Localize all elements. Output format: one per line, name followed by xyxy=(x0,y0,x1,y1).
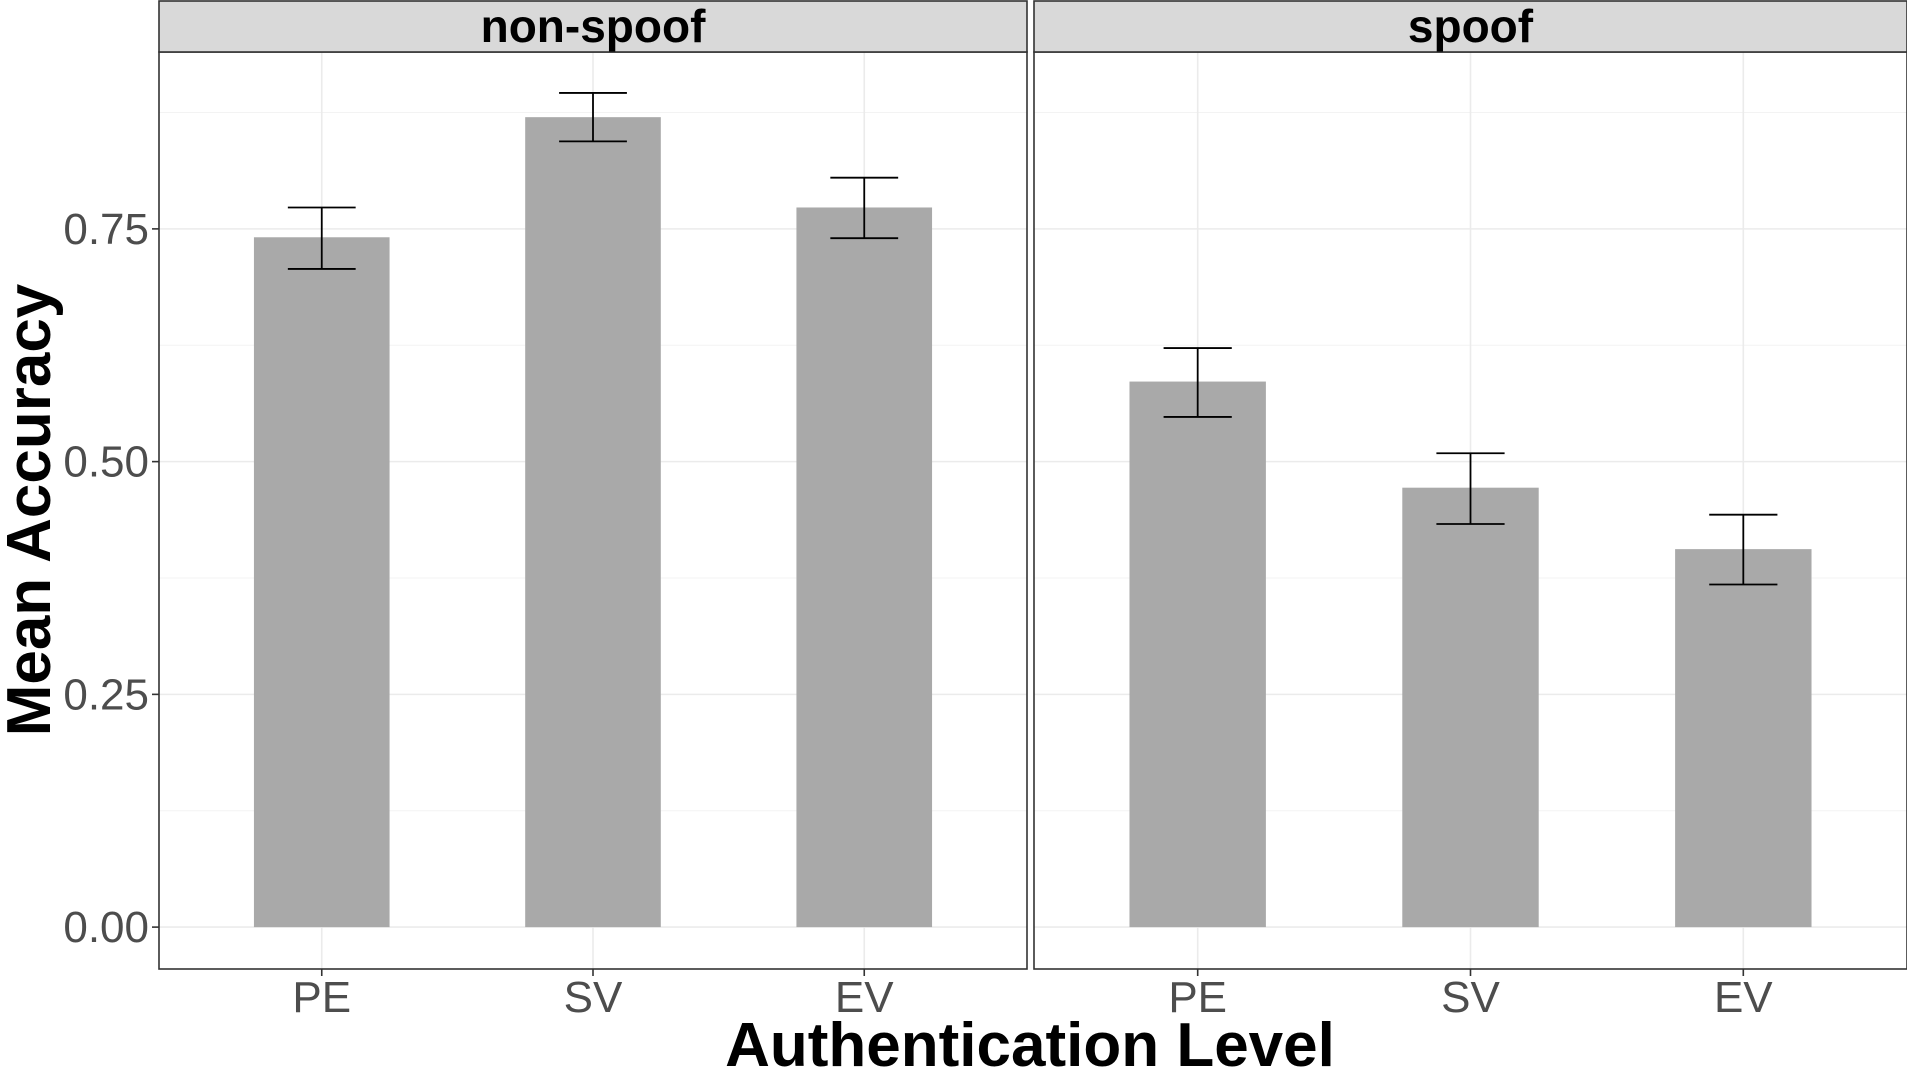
x-tick-label: EV xyxy=(1714,973,1773,1022)
y-tick-label: 0.00 xyxy=(63,903,149,952)
y-tick-label: 0.25 xyxy=(63,670,149,719)
y-tick-label: 0.50 xyxy=(63,438,149,487)
panel-non-spoof: non-spoof PE SV EV xyxy=(158,0,1028,1022)
x-tick-label: PE xyxy=(292,973,351,1022)
bar-spoof-PE xyxy=(1129,381,1266,928)
error-bar-spoof-EV xyxy=(1709,513,1778,586)
error-bar-non-spoof-EV xyxy=(830,176,899,240)
bar-non-spoof-PE xyxy=(253,237,390,928)
facet-strip xyxy=(1033,0,1907,53)
x-tick-label: SV xyxy=(1441,973,1500,1022)
y-axis: 0.00 0.25 0.50 0.75 xyxy=(63,205,159,952)
x-tick-label: EV xyxy=(835,973,894,1022)
x-tick-label: SV xyxy=(564,973,623,1022)
x-axis-title: Authentication Level xyxy=(725,1011,1335,1069)
facet-strip-label: spoof xyxy=(1408,0,1534,52)
bar-spoof-SV xyxy=(1402,487,1539,928)
bar-non-spoof-SV xyxy=(525,117,661,928)
error-bar-non-spoof-PE xyxy=(287,206,356,270)
x-tick-label: PE xyxy=(1168,973,1227,1022)
y-tick-label: 0.75 xyxy=(63,205,149,254)
y-axis-title: Mean Accuracy xyxy=(0,283,64,736)
bar-non-spoof-EV xyxy=(796,207,933,928)
facet-strip xyxy=(158,0,1028,53)
panel-spoof: spoof PE SV EV xyxy=(1033,0,1907,1022)
error-bar-non-spoof-SV xyxy=(559,92,627,143)
error-bar-spoof-SV xyxy=(1436,452,1505,525)
error-bar-spoof-PE xyxy=(1163,347,1232,418)
facet-strip-label: non-spoof xyxy=(481,0,706,52)
bar-spoof-EV xyxy=(1675,549,1812,928)
